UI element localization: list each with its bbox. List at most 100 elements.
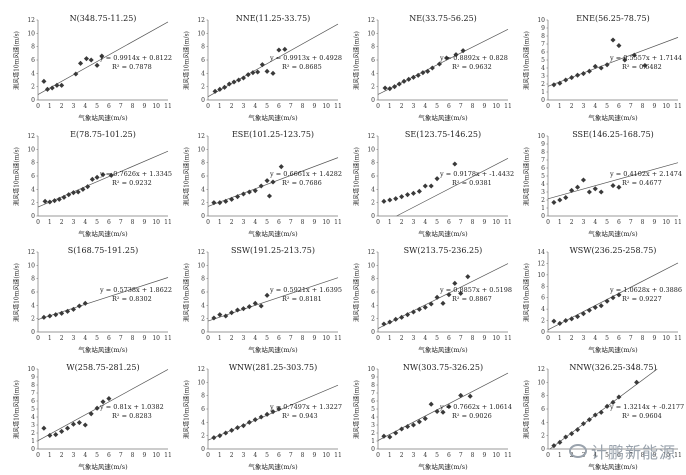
data-point: [410, 422, 417, 428]
panel-title: NNW(326.25-348.75): [569, 363, 657, 372]
x-tick-label: 8: [131, 103, 135, 110]
y-tick-label: 0: [31, 97, 35, 104]
y-tick-label: 8: [371, 44, 375, 51]
y-tick-label: 2: [541, 433, 545, 440]
r-squared: R² = 0.7878: [112, 63, 152, 71]
data-point: [231, 79, 237, 85]
data-point: [270, 70, 276, 76]
data-point: [80, 186, 86, 192]
regression-equation: y = 0.9914x + 0.8122: [100, 54, 172, 62]
y-tick-label: 0: [371, 213, 375, 220]
y-tick-label: 2: [31, 84, 35, 91]
y-tick-label: 2: [31, 316, 35, 323]
x-tick-label: 2: [230, 219, 234, 226]
data-point: [56, 196, 62, 202]
x-tick-label: 1: [558, 452, 562, 459]
x-tick-label: 3: [72, 103, 76, 110]
panel-title: ESE(101.25-123.75): [231, 130, 315, 139]
x-axis-label: 气象站风速(m/s): [418, 463, 468, 471]
y-tick-label: 10: [27, 366, 35, 373]
scatter-panel: 0 2 4 6 8 10 12 0 1 2 3 4 5 6 7 8 9 10 11 ESE(101.25-123.75…: [178, 122, 342, 238]
y-tick-label: 12: [197, 249, 205, 256]
data-point: [82, 422, 88, 428]
x-tick-label: 5: [435, 219, 439, 226]
y-tick-label: 8: [31, 44, 35, 51]
y-tick-label: 2: [201, 316, 205, 323]
y-tick-label: 8: [201, 160, 205, 167]
data-point: [82, 300, 88, 306]
r-squared: R² = 0.943: [282, 412, 318, 420]
data-point: [610, 183, 616, 189]
x-tick-label: 4: [423, 103, 427, 110]
x-tick-label: 3: [582, 219, 586, 226]
panel-title: SE(123.75-146.25): [404, 130, 482, 139]
x-tick-label: 1: [48, 452, 52, 459]
y-tick-label: 0: [31, 446, 35, 453]
regression-equation: y = 0.4102x + 2.1474: [610, 170, 682, 178]
x-tick-label: 2: [400, 452, 404, 459]
y-tick-label: 10: [537, 272, 545, 279]
regression-equation: y = 0.9913x + 0.4928: [270, 54, 342, 62]
regression-equation: y = 0.5738x + 1.8622: [100, 286, 172, 294]
y-tick-label: 10: [197, 30, 205, 37]
x-tick-label: 10: [322, 452, 330, 459]
regression-equation: y = 0.7662x + 1.0614: [440, 403, 512, 411]
data-point: [229, 310, 235, 316]
x-tick-label: 0: [376, 452, 380, 459]
x-tick-label: 2: [230, 103, 234, 110]
panel-title: NNE(11.25-33.75): [235, 14, 311, 23]
x-tick-label: 3: [412, 219, 416, 226]
y-axis-label: 测风塔10m风速(m/s): [523, 147, 531, 206]
data-point: [53, 312, 59, 318]
regression-equation: y = 0.5557x + 1.7144: [610, 54, 682, 62]
data-point: [49, 85, 55, 91]
x-tick-label: 2: [570, 335, 574, 342]
y-tick-label: 2: [201, 200, 205, 207]
x-tick-label: 1: [48, 219, 52, 226]
panel-title: N(348.75-11.25): [69, 14, 137, 23]
r-squared: R² = 0.8283: [112, 412, 152, 420]
x-tick-label: 8: [641, 219, 645, 226]
x-tick-label: 7: [629, 335, 633, 342]
panel-title: W(258.75-281.25): [66, 363, 140, 372]
data-point: [53, 432, 59, 438]
x-tick-label: 6: [277, 219, 281, 226]
y-axis-label: 测风塔10m风速(m/s): [13, 380, 21, 439]
data-point: [246, 419, 252, 425]
data-point: [252, 300, 258, 306]
x-tick-label: 7: [629, 219, 633, 226]
y-axis-label: 测风塔10m风速(m/s): [13, 263, 21, 322]
x-tick-label: 3: [242, 335, 246, 342]
data-point: [44, 86, 51, 92]
y-tick-label: 2: [541, 81, 545, 88]
x-axis-label: 气象站风速(m/s): [248, 114, 298, 122]
x-tick-label: 0: [546, 103, 550, 110]
panel-title: ENE(56.25-78.75): [576, 14, 650, 23]
x-tick-label: 7: [289, 335, 293, 342]
y-tick-label: 4: [31, 70, 35, 77]
data-point: [89, 176, 95, 182]
data-point: [443, 55, 450, 61]
scatter-panel: 0 2 4 6 8 10 12 0 1 2 3 4 5 6 7 8 9 10 11 N(348.75-11.25) y …: [8, 6, 172, 122]
data-point: [217, 200, 223, 206]
y-tick-label: 0: [371, 97, 375, 104]
x-tick-label: 1: [218, 219, 222, 226]
x-axis-label: 气象站风速(m/s): [418, 346, 468, 354]
data-point: [557, 197, 563, 203]
data-point: [264, 411, 270, 417]
data-point: [586, 189, 592, 195]
y-tick-label: 0: [541, 329, 545, 336]
data-point: [604, 403, 610, 409]
data-point: [569, 187, 575, 193]
y-tick-label: 6: [31, 289, 35, 296]
x-tick-label: 9: [142, 335, 146, 342]
x-tick-label: 11: [334, 219, 342, 226]
x-tick-label: 8: [641, 452, 645, 459]
x-tick-label: 8: [301, 335, 305, 342]
data-point: [434, 408, 440, 414]
y-tick-label: 9: [31, 374, 35, 381]
data-point: [264, 292, 270, 298]
data-point: [270, 179, 276, 185]
